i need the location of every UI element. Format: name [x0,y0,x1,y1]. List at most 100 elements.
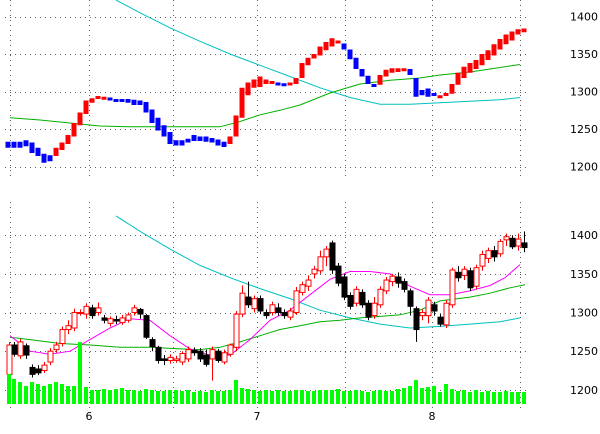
volume-bar [24,386,28,404]
upper-bar [359,69,365,77]
candle-body [347,295,354,307]
upper-bar [5,141,11,148]
candle-body [305,279,312,287]
upper-bar [365,75,371,84]
volume-bar [114,389,118,404]
volume-bar [258,391,262,404]
x-tick-label: 6 [86,410,93,423]
volume-bar [264,390,268,404]
volume-bar [402,388,406,404]
volume-bar [294,390,298,404]
upper-bar [251,79,257,88]
volume-bar [396,389,400,404]
upper-bar [83,100,89,114]
candle-body [467,270,474,289]
candle-body [173,358,180,361]
candle-body [17,341,24,357]
upper-bar [401,68,407,72]
upper-bar [431,93,437,96]
upper-bar [35,147,41,156]
candle-body [377,288,384,306]
upper-y-tick-label: 1400 [570,11,598,24]
volume-bar [360,391,364,404]
volume-bar [234,380,238,404]
volume-bar [102,389,106,404]
upper-bar [209,138,215,143]
volume-bar [186,390,190,404]
volume-bar [96,390,100,404]
volume-bar [42,386,46,404]
candle-body [407,290,414,307]
candle-body [437,316,444,325]
upper-bar [281,83,287,87]
upper-bar [437,95,443,99]
upper-bar [221,141,227,147]
volume-bar [90,390,94,404]
volume-bar [78,342,82,404]
upper-ma-line-2 [9,64,521,128]
candle-body [53,344,60,351]
volume-bar [306,391,310,404]
candle-body [227,344,234,355]
candle-body [263,312,270,317]
volume-bar [414,380,418,404]
upper-bar [491,44,497,56]
candle-body [131,307,138,314]
upper-bar [227,136,233,144]
candle-body [77,312,84,315]
candle-body [269,304,276,314]
candle-body [389,275,396,283]
candle-body [119,317,126,324]
candle-body [395,276,402,284]
candle-body [47,350,54,363]
upper-bar [467,63,473,73]
candle-body [257,298,264,312]
volume-bar [138,391,142,404]
upper-bar [53,147,59,156]
volume-bar [408,386,412,404]
upper-bar [131,99,137,105]
volume-bar [480,392,484,404]
volume-bar [150,390,154,404]
upper-bar [263,79,269,84]
candle-body [137,308,144,315]
volume-bar [468,392,472,404]
volume-bar [66,386,70,404]
upper-bar [449,84,455,94]
upper-bar [509,31,515,41]
candle-body [65,325,72,331]
candle-body [449,269,456,306]
volume-bar [162,391,166,404]
upper-bar [419,90,425,96]
candle-body [473,267,480,287]
upper-bar [341,43,347,50]
candle-body [95,307,102,314]
lower-y-tick-label: 1350 [570,268,598,281]
volume-bar [516,392,520,404]
lower-ma-line-2 [9,284,526,351]
candle-body [191,349,198,354]
candle-body [143,315,150,338]
candle-body [371,302,378,317]
candle-body [341,276,348,298]
volume-bar [450,389,454,404]
upper-bar [395,68,401,72]
upper-bar [149,109,155,123]
volume-bar [246,389,250,404]
candle-body [515,238,522,247]
volume-bar [210,390,214,404]
upper-bar [125,99,131,103]
volume-bar [60,384,64,404]
candle-body [329,242,336,271]
candle-body [209,349,216,360]
volume-bar [282,391,286,404]
upper-bar [245,82,251,96]
volume-bar [324,390,328,404]
volume-bar [426,387,430,404]
candle-body [311,268,318,275]
candle-body [239,292,246,315]
upper-bar [11,141,17,148]
volume-bar [270,391,274,404]
candle-body [11,344,18,355]
